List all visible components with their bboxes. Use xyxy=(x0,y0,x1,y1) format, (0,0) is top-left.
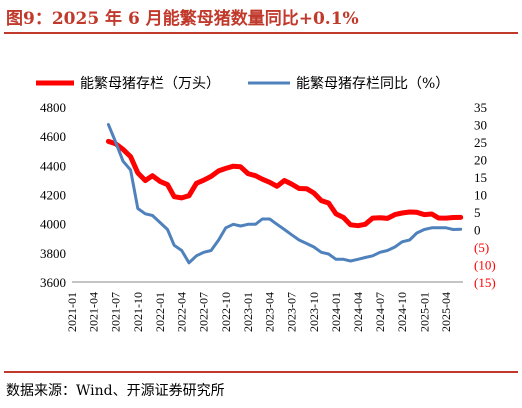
legend-item-sow-yoy-label: 能繁母猪存栏同比（%） xyxy=(296,76,449,92)
footer-divider xyxy=(4,371,518,373)
y-right-tick-label: 0 xyxy=(474,223,481,238)
x-tick-label: 2023-10 xyxy=(307,292,321,332)
legend-item-sow-inventory-label: 能繁母猪存栏（万头） xyxy=(80,76,220,92)
y-right-tick-label: 15 xyxy=(474,170,487,185)
y-left-tick-label: 4000 xyxy=(40,217,66,232)
y-right-tick-label: 30 xyxy=(474,118,487,133)
x-tick-label: 2023-04 xyxy=(263,292,277,332)
y-left-tick-label: 4200 xyxy=(40,188,66,203)
y-left-tick-label: 4400 xyxy=(40,158,66,173)
series-line-sow-yoy xyxy=(106,123,463,265)
x-tick-label: 2021-01 xyxy=(65,292,79,332)
x-tick-label: 2025-01 xyxy=(417,292,431,332)
x-tick-label: 2023-01 xyxy=(241,292,255,332)
x-tick-label: 2022-01 xyxy=(153,292,167,332)
y-right-tick-label: 35 xyxy=(474,100,487,115)
y-right-tick-label: 20 xyxy=(474,153,487,168)
y-right-tick-label: 25 xyxy=(474,135,487,150)
x-tick-label: 2021-07 xyxy=(109,292,123,332)
x-tick-label: 2024-04 xyxy=(351,292,365,332)
x-tick-label: 2021-04 xyxy=(87,292,101,332)
y-right-tick-label: (10) xyxy=(474,258,496,273)
source-note: 数据来源：Wind、开源证券研究所 xyxy=(6,383,225,399)
x-tick-label: 2024-01 xyxy=(329,292,343,332)
series-line-sow-inventory xyxy=(105,138,464,229)
x-tick-label: 2022-10 xyxy=(219,292,233,332)
y-right-tick-label: 10 xyxy=(474,188,487,203)
y-left-tick-label: 3800 xyxy=(40,246,66,261)
y-right-tick-label: 5 xyxy=(474,205,481,220)
chart-title: 图9：2025 年 6 月能繁母猪数量同比+0.1% xyxy=(6,9,359,29)
y-left-tick-label: 3600 xyxy=(40,275,66,290)
x-tick-label: 2022-04 xyxy=(175,292,189,332)
x-tick-label: 2021-10 xyxy=(131,292,145,332)
x-tick-label: 2025-04 xyxy=(439,292,453,332)
y-left-tick-label: 4600 xyxy=(40,129,66,144)
y-right-tick-label: (15) xyxy=(474,275,496,290)
y-left-tick-label: 4800 xyxy=(40,100,66,115)
title-divider xyxy=(4,32,518,34)
x-tick-label: 2024-07 xyxy=(373,292,387,332)
line-chart: 3600 3800 4000 4200 4400 4600 4800 35 30 25 20 15 10… xyxy=(36,76,496,332)
x-tick-label: 2023-07 xyxy=(285,292,299,332)
x-tick-label: 2024-10 xyxy=(395,292,409,332)
x-tick-label: 2022-07 xyxy=(197,292,211,332)
y-right-tick-label: (5) xyxy=(474,240,489,255)
